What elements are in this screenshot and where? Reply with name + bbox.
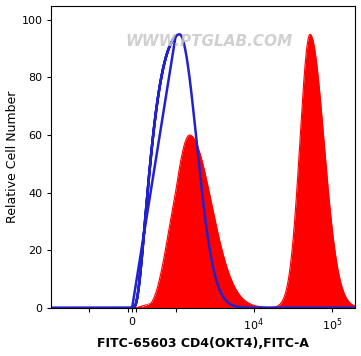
X-axis label: FITC-65603 CD4(OKT4),FITC-A: FITC-65603 CD4(OKT4),FITC-A <box>97 337 309 350</box>
Y-axis label: Relative Cell Number: Relative Cell Number <box>5 90 18 223</box>
Text: WWW.PTGLAB.COM: WWW.PTGLAB.COM <box>126 34 293 49</box>
